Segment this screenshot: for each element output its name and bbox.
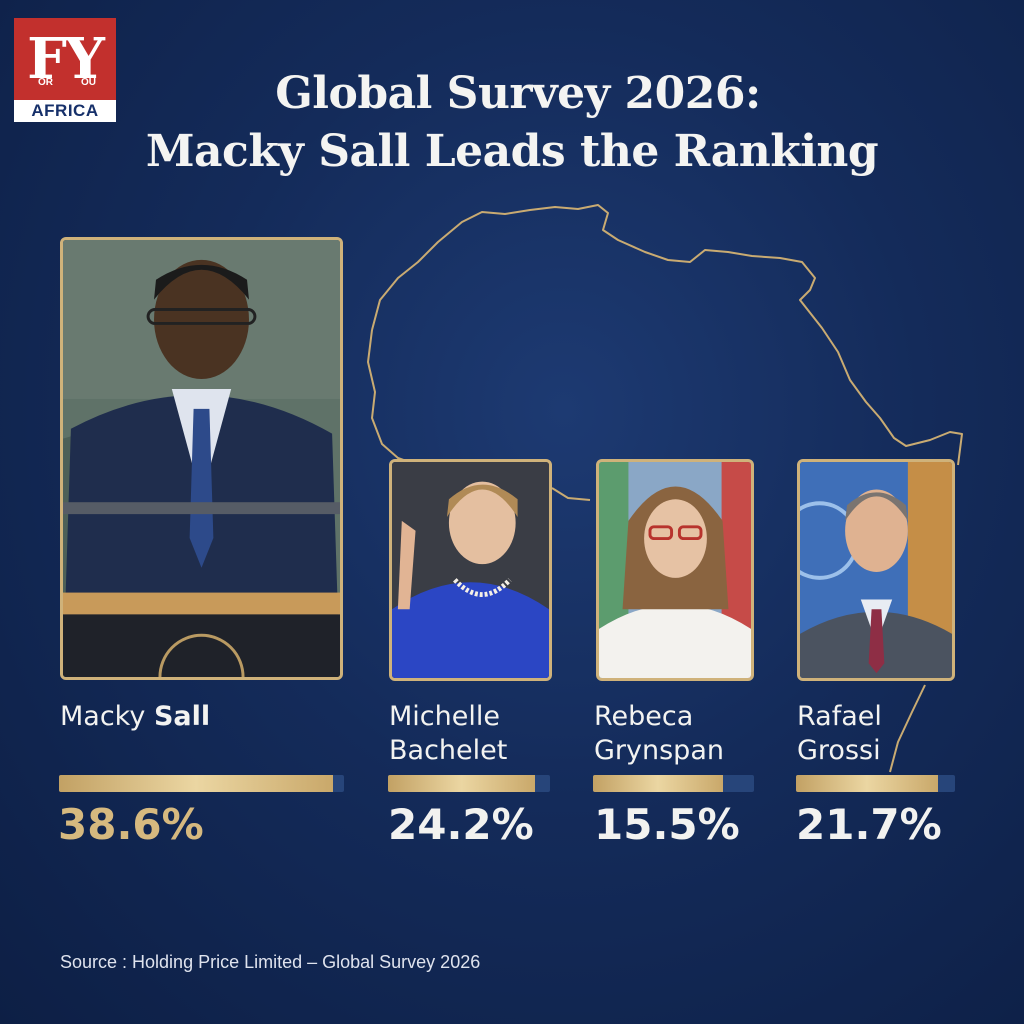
last-name: Grynspan — [594, 735, 724, 766]
logo-subtitle: AFRICA — [14, 100, 116, 122]
portrait-illustration — [599, 462, 751, 678]
portrait-rafael-grossi — [797, 459, 955, 681]
candidate-name-macky-sall: Macky Sall — [60, 700, 210, 734]
last-name: Bachelet — [389, 735, 508, 766]
title-line-1: Global Survey 2026: — [275, 68, 761, 119]
candidate-name-rebeca-grynspan: Rebeca Grynspan — [594, 700, 724, 768]
last-name: Sall — [153, 701, 211, 732]
bar-michelle-bachelet — [388, 775, 536, 792]
last-name: Grossi — [797, 735, 881, 766]
portrait-rebeca-grynspan — [596, 459, 754, 681]
bar-track-macky-sall — [59, 775, 344, 792]
portrait-michelle-bachelet — [389, 459, 552, 681]
portrait-macky-sall — [60, 237, 343, 680]
logo-red-block: FY OR OU — [14, 18, 116, 100]
value-label-michelle-bachelet: 24.2% — [388, 800, 534, 849]
value-label-rafael-grossi: 21.7% — [796, 800, 942, 849]
source-note: Source : Holding Price Limited – Global … — [60, 952, 481, 972]
portrait-illustration — [63, 240, 340, 677]
bar-track-rafael-grossi — [796, 775, 955, 792]
bar-track-rebeca-grynspan — [593, 775, 754, 792]
first-name: Rafael — [797, 701, 882, 732]
portrait-illustration — [800, 462, 952, 678]
brand-logo: FY OR OU AFRICA — [14, 18, 116, 122]
first-name: Macky — [60, 701, 146, 732]
africa-outline-path — [367, 204, 963, 773]
bar-track-michelle-bachelet — [388, 775, 550, 792]
candidate-name-rafael-grossi: Rafael Grossi — [797, 700, 882, 768]
candidate-name-michelle-bachelet: Michelle Bachelet — [389, 700, 507, 768]
logo-letters: FY — [27, 26, 105, 92]
value-label-rebeca-grynspan: 15.5% — [594, 800, 740, 849]
bar-rebeca-grynspan — [593, 775, 724, 792]
logo-word-left: OR — [38, 77, 53, 88]
first-name: Michelle — [389, 701, 500, 732]
portrait-illustration — [392, 462, 549, 678]
bar-macky-sall — [59, 775, 333, 792]
logo-word-right: OU — [81, 77, 96, 88]
first-name: Rebeca — [594, 701, 694, 732]
value-label-macky-sall: 38.6% — [58, 800, 204, 849]
title-line-2: Macky Sall Leads the Ranking — [145, 126, 879, 177]
bar-rafael-grossi — [796, 775, 938, 792]
